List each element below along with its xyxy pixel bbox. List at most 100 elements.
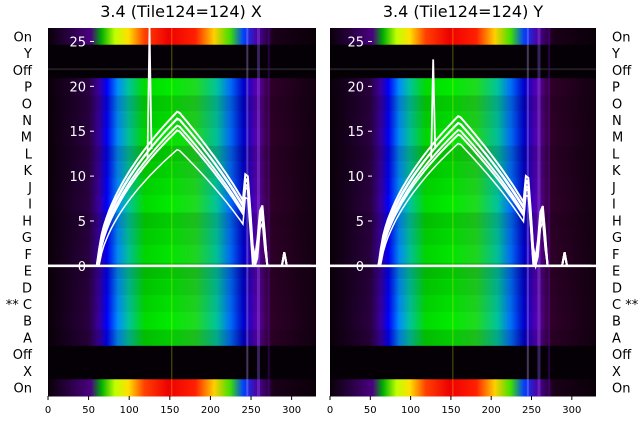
- y-tick-label: 20: [69, 80, 86, 95]
- heatmap-row: [48, 312, 316, 330]
- row-label: H: [22, 214, 32, 229]
- row-label: H: [612, 214, 622, 229]
- row-label: P: [24, 81, 32, 96]
- row-label: X: [23, 365, 32, 380]
- row-label: E: [24, 265, 32, 280]
- row-label: K: [612, 164, 621, 179]
- x-tick-label: 250: [241, 405, 260, 416]
- row-label: Off: [13, 348, 33, 363]
- heatmap-row: [330, 161, 596, 180]
- row-label: G: [22, 231, 32, 246]
- heatmap-row: [48, 94, 316, 113]
- heatmap-row: [48, 379, 316, 397]
- x-tick-label: 150: [441, 405, 460, 416]
- row-label: G: [612, 231, 622, 246]
- row-label: L: [612, 147, 620, 162]
- row-label: On: [14, 382, 32, 397]
- x-tick-label: 100: [401, 405, 420, 416]
- heatmap-row: [48, 28, 316, 46]
- row-label: Y: [611, 47, 620, 62]
- y-tick-label: 15: [69, 125, 86, 140]
- row-separator: [330, 68, 596, 71]
- y-tick-label: 5: [356, 215, 364, 230]
- heatmap-row: [48, 278, 316, 297]
- x-tick-label: 0: [327, 405, 333, 416]
- heatmap-row: [48, 345, 316, 364]
- x-tick-label: 250: [522, 405, 541, 416]
- row-label: J: [27, 181, 32, 196]
- vertical-streak: [537, 28, 541, 396]
- heatmap-row: [48, 228, 316, 246]
- vertical-streak: [267, 28, 270, 396]
- x-tick-label: 50: [82, 405, 95, 416]
- spike-line: [146, 27, 153, 159]
- heatmap-row: [48, 362, 316, 380]
- row-label: O: [22, 97, 32, 112]
- x-tick-label: 200: [201, 405, 220, 416]
- row-separator: [48, 68, 316, 71]
- x-tick-label: 100: [120, 405, 139, 416]
- row-label: Off: [13, 64, 33, 79]
- row-label: F: [612, 248, 619, 263]
- row-label: O: [612, 97, 622, 112]
- x-tick-label: 200: [482, 405, 501, 416]
- heatmap-row: [48, 44, 316, 62]
- row-label: P: [612, 81, 620, 96]
- y-tick-label: 10: [347, 170, 364, 185]
- row-label: ** C: [6, 298, 32, 313]
- heatmap-row: [48, 212, 316, 230]
- vertical-streak: [171, 28, 173, 396]
- row-label: F: [25, 248, 32, 263]
- x-tick-label: 0: [45, 405, 51, 416]
- left-chart-title: 3.4 (Tile124=124) X: [100, 2, 262, 21]
- heatmap-row: [330, 312, 596, 330]
- heatmap-row: [48, 295, 316, 313]
- row-label: Off: [612, 64, 632, 79]
- y-tick-label: 10: [69, 170, 86, 185]
- heatmap-row: [330, 278, 596, 297]
- vertical-streak: [246, 28, 249, 396]
- row-label: I: [28, 198, 32, 213]
- row-label: C **: [612, 298, 639, 313]
- heatmap-row: [330, 178, 596, 196]
- row-label: K: [23, 164, 32, 179]
- x-tick-label: 150: [160, 405, 179, 416]
- y-tick-label: 0: [356, 260, 364, 275]
- heatmap-row: [48, 128, 316, 146]
- y-tick-label: 25: [69, 35, 86, 50]
- row-label: A: [612, 331, 621, 346]
- heatmap-row: [48, 329, 316, 347]
- heatmap-row: [330, 195, 596, 213]
- row-label: B: [23, 315, 32, 330]
- y-tick-label: 20: [347, 80, 364, 95]
- row-label: E: [612, 265, 620, 280]
- heatmap-row: [330, 78, 596, 96]
- heatmap-row: [330, 28, 596, 46]
- heatmap-row: [48, 178, 316, 196]
- heatmap-row: [330, 44, 596, 62]
- right-chart-title: 3.4 (Tile124=124) Y: [383, 2, 544, 21]
- row-label: N: [22, 114, 32, 129]
- overlay-traces: [330, 59, 596, 270]
- y-tick-label: 25: [347, 35, 364, 50]
- x-tick-label: 300: [282, 405, 301, 416]
- y-tick-label: 15: [347, 125, 364, 140]
- row-label: B: [612, 315, 621, 330]
- heatmap-row: [330, 228, 596, 246]
- y-tick-label: 0: [78, 260, 86, 275]
- vertical-streak: [526, 28, 529, 396]
- heatmap-row: [330, 94, 596, 113]
- spike-line: [430, 59, 437, 159]
- row-label: X: [612, 365, 621, 380]
- heatmap-row: [330, 295, 596, 313]
- heatmap-row: [48, 195, 316, 213]
- row-label: A: [23, 331, 32, 346]
- x-tick-label: 50: [364, 405, 377, 416]
- row-label: N: [612, 114, 622, 129]
- vertical-streak: [257, 28, 261, 396]
- heatmap-row: [48, 111, 316, 129]
